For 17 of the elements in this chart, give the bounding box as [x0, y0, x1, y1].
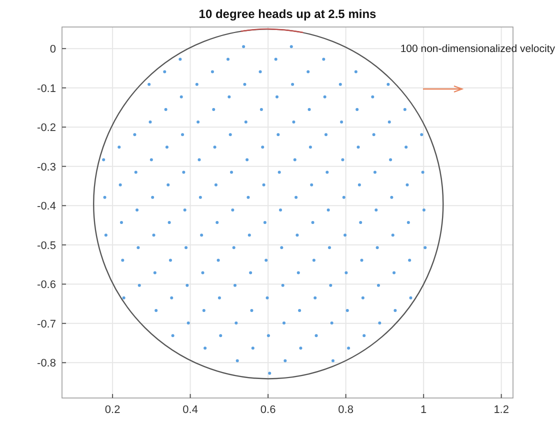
y-tick-label: -0.2 [37, 122, 56, 134]
x-tick-label: 0.6 [260, 404, 276, 416]
x-tick-label: 1.2 [494, 404, 509, 416]
y-tick-label: -0.1 [37, 82, 56, 95]
x-tick-label: 0.8 [338, 404, 354, 416]
y-tick-label: 0 [50, 44, 56, 56]
annotation: 100 non-dimensionalized velocity [400, 43, 556, 55]
chart-title: 10 degree heads up at 2.5 mins [198, 7, 377, 21]
y-tick-label: -0.6 [37, 279, 56, 292]
y-tick-label: -0.7 [37, 318, 56, 330]
x-tick-label: 0.2 [104, 404, 120, 416]
x-tick-label: 0.4 [182, 404, 198, 416]
y-tick-label: -0.8 [37, 358, 56, 370]
x-tick-label: 1 [420, 404, 427, 416]
y-tick-label: -0.5 [37, 240, 56, 252]
y-tick-label: -0.4 [37, 200, 56, 213]
y-tick-label: -0.3 [37, 161, 56, 174]
